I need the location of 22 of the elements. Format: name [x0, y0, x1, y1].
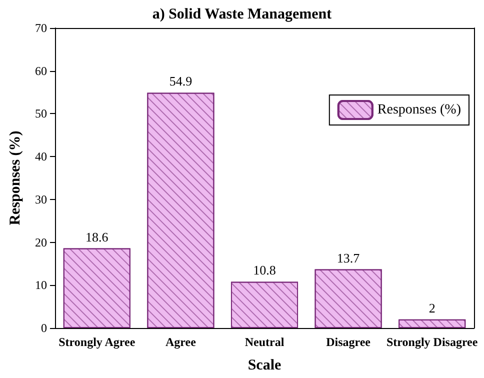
data-label: 18.6	[86, 229, 109, 244]
y-tick-label: 40	[35, 150, 47, 164]
x-tick-label: Neutral	[244, 335, 285, 349]
data-label: 13.7	[336, 250, 360, 266]
y-tick-label: 50	[35, 106, 47, 121]
legend-label: Responses (%)	[377, 102, 462, 118]
data-label: 10.8	[253, 262, 276, 278]
y-tick-label: 30	[35, 192, 47, 206]
x-tick-label: Agree	[165, 335, 197, 349]
data-label: 2	[428, 300, 436, 316]
y-tick-label: 0	[41, 321, 47, 335]
y-tick-label: 70	[35, 21, 47, 35]
chart-title: a) Solid Waste Management	[152, 6, 332, 22]
x-axis-title: Scale	[248, 358, 282, 374]
x-tick-label: Strongly Disagree	[386, 335, 478, 349]
y-tick-label: 10	[35, 278, 47, 292]
y-tick-label: 20	[35, 235, 47, 250]
y-tick-label: 60	[35, 64, 47, 78]
data-label: 54.9	[169, 74, 192, 89]
x-tick-label: Strongly Agree	[58, 335, 136, 349]
y-axis-title: Responses (%)	[8, 130, 24, 226]
x-tick-label: Disagree	[326, 335, 372, 349]
